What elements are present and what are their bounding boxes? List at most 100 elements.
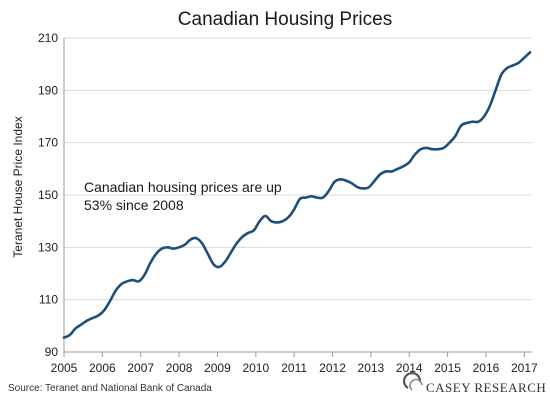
data-point — [224, 261, 226, 263]
chart-title: Canadian Housing Prices — [178, 9, 392, 30]
x-tick-label: 2014 — [396, 361, 423, 375]
x-tick-label: 2010 — [242, 361, 269, 375]
data-point — [385, 170, 387, 172]
data-point — [512, 64, 514, 66]
data-point — [189, 238, 191, 240]
data-point — [356, 186, 358, 188]
data-point — [322, 196, 324, 198]
data-point — [391, 170, 393, 172]
x-tick-label: 2016 — [473, 361, 500, 375]
data-point — [414, 153, 416, 155]
data-point — [425, 147, 427, 149]
data-point — [241, 236, 243, 238]
data-point — [201, 242, 203, 244]
data-point — [80, 323, 82, 325]
data-point — [281, 220, 283, 222]
x-tick-label: 2008 — [166, 361, 193, 375]
data-point — [184, 244, 186, 246]
data-point — [270, 220, 272, 222]
data-point — [172, 247, 174, 249]
data-point — [253, 229, 255, 231]
data-point — [287, 216, 289, 218]
data-point — [138, 280, 140, 282]
y-tick-label: 170 — [38, 136, 58, 150]
y-tick-label: 150 — [38, 188, 58, 202]
data-point — [293, 208, 295, 210]
data-point — [63, 336, 65, 338]
data-point — [420, 148, 422, 150]
data-point — [339, 178, 341, 180]
data-point — [351, 182, 353, 184]
data-point — [304, 196, 306, 198]
data-point — [443, 147, 445, 149]
data-point — [230, 251, 232, 253]
data-point — [120, 283, 122, 285]
data-point — [258, 220, 260, 222]
data-point — [126, 280, 128, 282]
data-point — [92, 317, 94, 319]
housing-price-series-line — [62, 51, 532, 339]
x-tick-label: 2007 — [127, 361, 154, 375]
y-tick-label: 90 — [45, 345, 59, 359]
data-point — [431, 148, 433, 150]
data-point — [460, 124, 462, 126]
source-note: Source: Teranet and National Bank of Can… — [8, 383, 212, 394]
data-point — [517, 62, 519, 64]
data-point — [195, 237, 197, 239]
grid-lines — [64, 37, 532, 353]
data-point — [143, 274, 145, 276]
data-point — [235, 242, 237, 244]
data-point — [477, 121, 479, 123]
annotation-line-1: Canadian housing prices are up — [84, 179, 282, 195]
logo-mark-icon — [402, 372, 423, 391]
x-tick-label: 2017 — [511, 361, 538, 375]
y-tick-label: 210 — [38, 31, 58, 45]
data-point — [132, 279, 134, 281]
data-point — [523, 56, 525, 58]
y-axis-label: Teranet House Price Index — [11, 116, 25, 257]
data-point — [327, 190, 329, 192]
data-point — [362, 187, 364, 189]
data-point — [247, 232, 249, 234]
data-point — [448, 141, 450, 143]
data-point — [454, 135, 456, 137]
data-point — [207, 253, 209, 255]
data-point — [103, 309, 105, 311]
x-axis-ticks: 2005 2006 2007 2008 2009 2010 2011 2012 2013 2014… — [51, 352, 538, 375]
data-point — [471, 121, 473, 123]
data-point — [74, 327, 76, 329]
y-tick-label: 130 — [38, 240, 58, 254]
data-point — [149, 262, 151, 264]
x-tick-label: 2015 — [434, 361, 461, 375]
annotation-line-2: 53% since 2008 — [84, 197, 184, 213]
x-tick-label: 2012 — [319, 361, 346, 375]
data-point — [166, 246, 168, 248]
data-point — [437, 148, 439, 150]
data-point — [218, 266, 220, 268]
x-tick-label: 2006 — [89, 361, 116, 375]
data-point — [178, 246, 180, 248]
data-point — [500, 73, 502, 75]
data-point — [264, 215, 266, 217]
y-tick-label: 110 — [39, 293, 58, 307]
data-point — [489, 105, 491, 107]
x-tick-label: 2009 — [204, 361, 231, 375]
data-point — [333, 181, 335, 183]
logo-text: CASEY RESEARCH — [426, 380, 546, 395]
data-point — [402, 165, 404, 167]
data-point — [397, 168, 399, 170]
casey-research-logo: CASEY RESEARCH — [402, 372, 546, 395]
data-point — [506, 67, 508, 69]
y-axis-ticks: 90 110 130 150 170 190 210 — [38, 31, 58, 359]
data-point — [69, 334, 71, 336]
data-point — [374, 179, 376, 181]
data-point — [466, 122, 468, 124]
data-point — [155, 253, 157, 255]
data-point — [494, 89, 496, 91]
data-point — [316, 196, 318, 198]
data-point — [97, 314, 99, 316]
data-point — [276, 221, 278, 223]
data-point — [109, 300, 111, 302]
data-point — [345, 179, 347, 181]
